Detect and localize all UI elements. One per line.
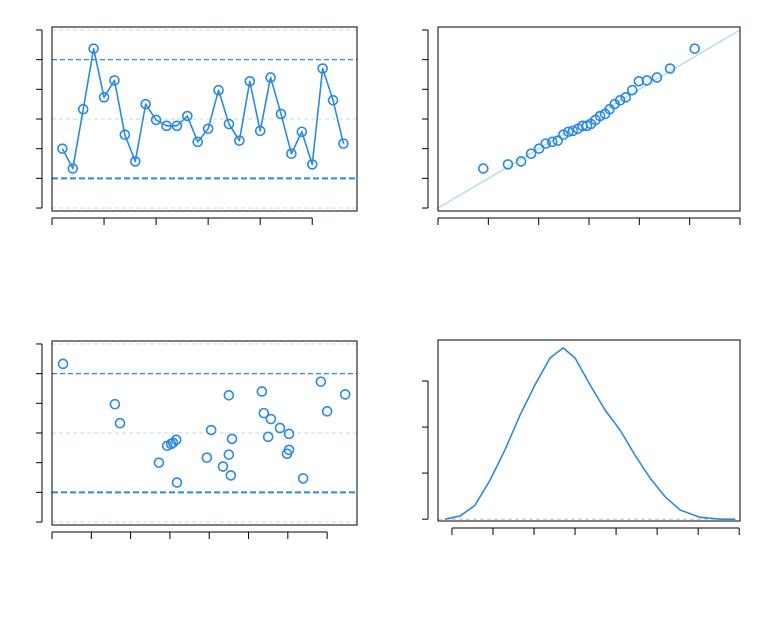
point: [170, 434, 182, 446]
point: [338, 138, 349, 149]
point: [223, 118, 235, 130]
point: [296, 126, 308, 138]
point: [633, 76, 645, 87]
point: [533, 143, 545, 154]
point: [515, 156, 527, 167]
point: [226, 433, 238, 445]
point: [502, 159, 514, 170]
point: [286, 148, 297, 160]
point: [202, 123, 214, 135]
line: [61, 47, 345, 170]
point: [265, 72, 276, 83]
point: [201, 452, 213, 463]
point: [171, 120, 183, 132]
point: [109, 398, 121, 410]
point: [283, 428, 295, 440]
point: [274, 422, 286, 434]
point: [265, 413, 277, 425]
point: [651, 72, 663, 83]
point: [171, 477, 183, 488]
point: [129, 156, 141, 167]
point: [306, 159, 318, 170]
point: [256, 386, 268, 397]
point: [620, 92, 632, 103]
point: [119, 129, 131, 141]
point: [258, 407, 270, 419]
point: [167, 437, 179, 449]
point: [546, 136, 558, 148]
point: [626, 84, 638, 96]
point: [641, 75, 653, 86]
point: [327, 95, 339, 106]
point: [153, 457, 165, 468]
point: [552, 135, 564, 146]
point: [223, 449, 235, 460]
point: [275, 108, 287, 120]
point: [234, 135, 245, 146]
point: [77, 103, 89, 115]
point: [244, 76, 256, 87]
point: [594, 110, 606, 122]
point: [315, 376, 327, 387]
point: [114, 417, 126, 429]
point: [317, 63, 328, 74]
point: [567, 125, 579, 137]
point: [98, 92, 110, 103]
point: [614, 95, 626, 106]
point: [297, 473, 309, 484]
plot-frame: [437, 26, 741, 212]
point: [217, 461, 229, 472]
point: [182, 110, 193, 122]
point: [525, 148, 537, 160]
point: [321, 406, 333, 417]
point: [254, 125, 266, 137]
point: [67, 163, 79, 174]
point: [223, 390, 235, 401]
point: [192, 136, 204, 148]
point: [225, 470, 237, 481]
point: [477, 163, 489, 174]
point: [109, 75, 120, 86]
point: [150, 114, 162, 126]
point: [339, 389, 351, 400]
point: [283, 444, 295, 456]
point: [540, 138, 552, 149]
point: [140, 98, 151, 110]
point: [563, 126, 574, 138]
point: [57, 358, 69, 370]
line: [444, 347, 736, 520]
point: [262, 431, 274, 443]
point: [205, 424, 217, 436]
plot-frame: [51, 26, 358, 212]
point: [161, 120, 172, 132]
reference-line: [437, 29, 741, 209]
point: [213, 84, 224, 96]
point: [88, 43, 99, 54]
point: [689, 43, 701, 54]
point: [57, 143, 68, 154]
plot-frame: [437, 339, 741, 522]
point: [664, 63, 676, 74]
plot-frame: [51, 340, 358, 526]
